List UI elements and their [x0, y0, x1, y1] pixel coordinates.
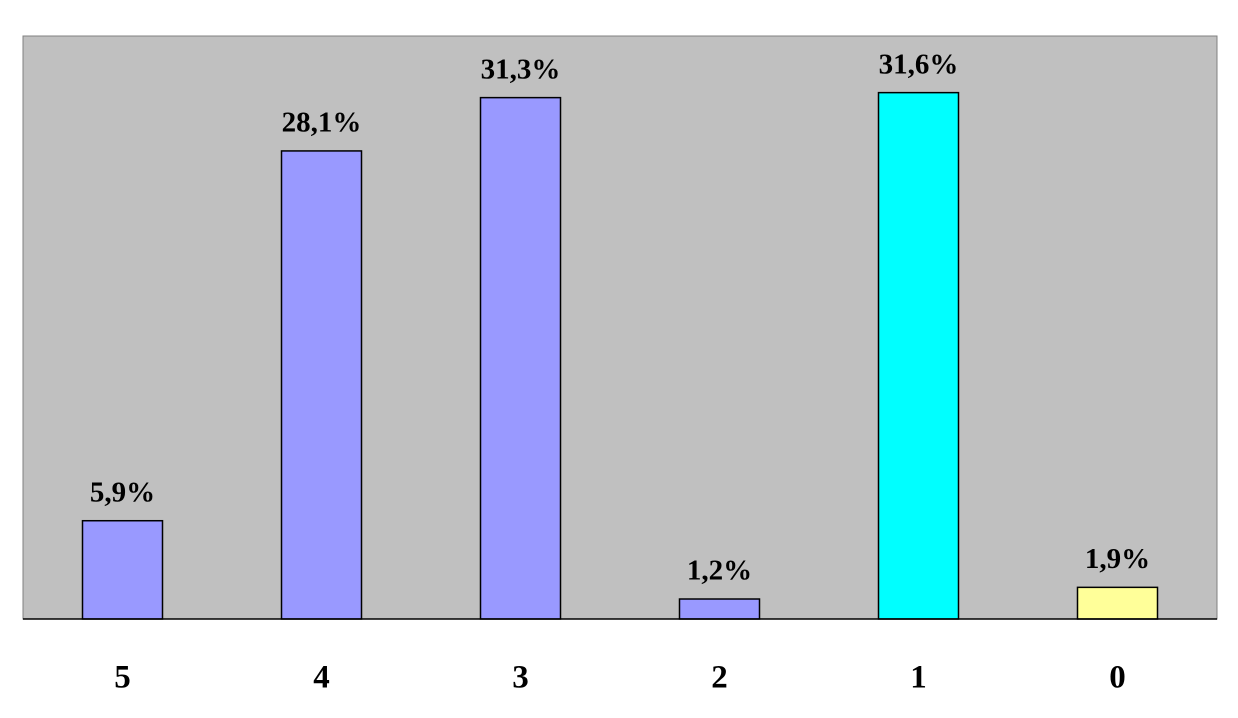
x-tick-label: 5: [114, 660, 131, 696]
value-label: 1,9%: [1085, 543, 1150, 575]
bar: [678, 598, 761, 620]
value-label: 5,9%: [90, 476, 155, 508]
x-tick-label: 0: [1109, 660, 1126, 696]
bar: [877, 91, 960, 620]
bar: [81, 519, 164, 620]
plot-area: [22, 35, 1218, 620]
x-tick-label: 2: [711, 660, 728, 696]
bar: [1076, 586, 1159, 620]
value-label: 28,1%: [282, 107, 362, 139]
bar: [280, 150, 363, 620]
value-label: 1,2%: [687, 555, 752, 587]
bar: [479, 96, 562, 620]
value-label: 31,3%: [481, 53, 561, 85]
x-tick-label: 3: [512, 660, 529, 696]
x-tick-label: 4: [313, 660, 330, 696]
value-label: 31,6%: [879, 48, 959, 80]
x-tick-label: 1: [910, 660, 927, 696]
